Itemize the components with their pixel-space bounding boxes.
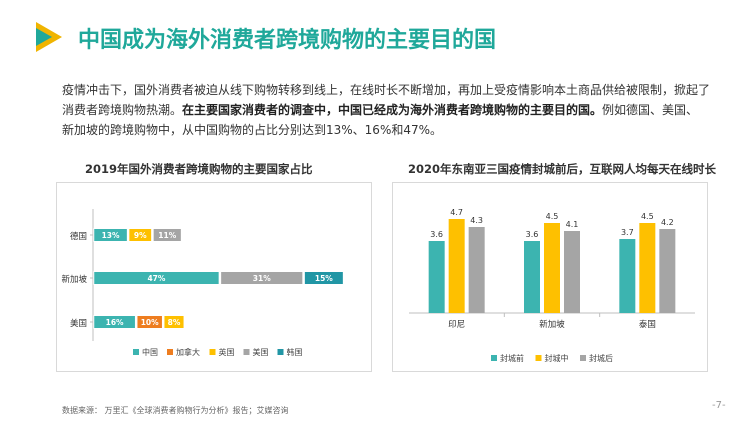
chart2-title: 2020年东南亚三国疫情封城前后，互联网人均每天在线时长: [408, 162, 717, 176]
chart2-data-label: 3.6: [526, 230, 539, 239]
page-number: -7-: [712, 400, 726, 411]
chart1-panel: 德国 13% 9% 11% 新加坡 47% 31% 15% 美国 16% 10% 8% 中国 加拿大 英国 美…: [56, 182, 372, 372]
chart1-data-label: 11%: [158, 231, 176, 240]
chart2-panel: 印尼 3.6 4.7 4.3 新加坡 3.6 4.5 4.1 泰国 3.7 4.5 4.2 封城前 封城中…: [392, 182, 708, 372]
chart2-data-label: 3.6: [430, 230, 443, 239]
intro-paragraph: 疫情冲击下，国外消费者被迫从线下购物转移到线上，在线时长不断增加，再加上受疫情影…: [62, 80, 710, 140]
chart2-grouped-bar: 印尼 3.6 4.7 4.3 新加坡 3.6 4.5 4.1 泰国 3.7 4.5 4.2 封城前 封城中…: [409, 208, 695, 363]
intro-text-bold: 在主要国家消费者的调查中，中国已经成为海外消费者跨境购物的主要目的国。: [182, 103, 603, 117]
chart1-bar: [93, 271, 220, 285]
chart1-legend-label: 加拿大: [176, 347, 200, 357]
chart1-data-label: 10%: [141, 318, 159, 327]
chart1-category-label: 美国: [70, 318, 87, 329]
chart2-legend-label: 封城中: [545, 353, 569, 363]
chart2-legend-swatch: [535, 355, 542, 361]
chart1-legend-swatch: [277, 349, 284, 355]
chart2-data-label: 4.5: [641, 212, 654, 221]
chart2-bar: [428, 241, 445, 313]
chart1-data-label: 13%: [102, 231, 120, 240]
chart2-data-label: 4.5: [546, 212, 559, 221]
chart1-data-label: 47%: [147, 274, 165, 283]
chart1-title: 2019年国外消费者跨境购物的主要国家占比: [85, 162, 313, 176]
chart1-legend-swatch: [133, 349, 139, 355]
page-title: 中国成为海外消费者跨境购物的主要目的国: [78, 28, 497, 53]
chart1-category-label: 德国: [70, 231, 87, 242]
chart2-bar: [619, 239, 636, 313]
chart1-data-label: 31%: [253, 274, 271, 283]
chart1-data-label: 9%: [134, 231, 147, 240]
chart1-legend-swatch: [243, 349, 250, 355]
chart2-data-label: 3.7: [621, 228, 634, 237]
chart2-bar: [564, 231, 580, 313]
chart2-data-label: 4.1: [566, 220, 579, 229]
chart2-bar: [448, 219, 465, 313]
data-source-footer: 数据来源： 万里汇《全球消费者购物行为分析》报告；艾媒咨询: [62, 406, 289, 415]
chart2-category-label: 印尼: [448, 319, 465, 330]
chart2-bar: [524, 241, 540, 313]
intro-text-part2: 例如德国、美国、新加坡的跨境购物中，从中国购物的占比分别达到13%、16%和47…: [62, 103, 699, 137]
chart1-category-label: 新加坡: [61, 274, 87, 285]
chart2-bar: [544, 223, 560, 313]
intro-text-part1: 疫情冲击下，国外消费者被迫从线下购物转移到线上，在线时长不断增加，再加上受疫情影…: [62, 83, 711, 117]
chart2-legend-label: 封城后: [589, 353, 613, 363]
chart2-legend-swatch: [580, 355, 586, 361]
chart1-bar: [93, 315, 136, 329]
chart1-bar: [136, 315, 163, 329]
chart1-legend-label: 英国: [219, 347, 235, 357]
chart1-bar: [93, 228, 128, 242]
chart1-legend-label: 中国: [142, 347, 158, 357]
chart1-data-label: 15%: [315, 274, 333, 283]
chart2-data-label: 4.2: [661, 218, 674, 227]
chart1-bar: [152, 228, 182, 242]
chart1-data-label: 16%: [106, 318, 124, 327]
chart1-legend-label: 韩国: [287, 347, 303, 357]
chart1-legend-swatch: [167, 349, 173, 355]
chart2-legend-label: 封城前: [500, 353, 524, 363]
chart1-bar: [220, 271, 304, 285]
chart1-bar: [303, 271, 344, 285]
chart2-category-label: 新加坡: [539, 319, 565, 330]
chart2-data-label: 4.3: [470, 216, 483, 225]
chart1-stacked-bar: 德国 13% 9% 11% 新加坡 47% 31% 15% 美国 16% 10% 8% 中国 加拿大 英国 美…: [61, 209, 344, 357]
chart1-legend-label: 美国: [253, 347, 269, 357]
chart1-data-label: 8%: [168, 318, 181, 327]
chart1-legend-swatch: [209, 349, 216, 355]
chart2-bar: [659, 229, 676, 313]
chart2-legend-swatch: [491, 355, 497, 361]
chart2-bar: [639, 223, 656, 313]
chart2-category-label: 泰国: [639, 319, 656, 330]
chart2-bar: [468, 227, 485, 313]
brand-logo-icon: [36, 22, 62, 52]
chart1-bar: [128, 228, 153, 242]
chart1-bar: [163, 315, 185, 329]
chart2-data-label: 4.7: [450, 208, 463, 217]
